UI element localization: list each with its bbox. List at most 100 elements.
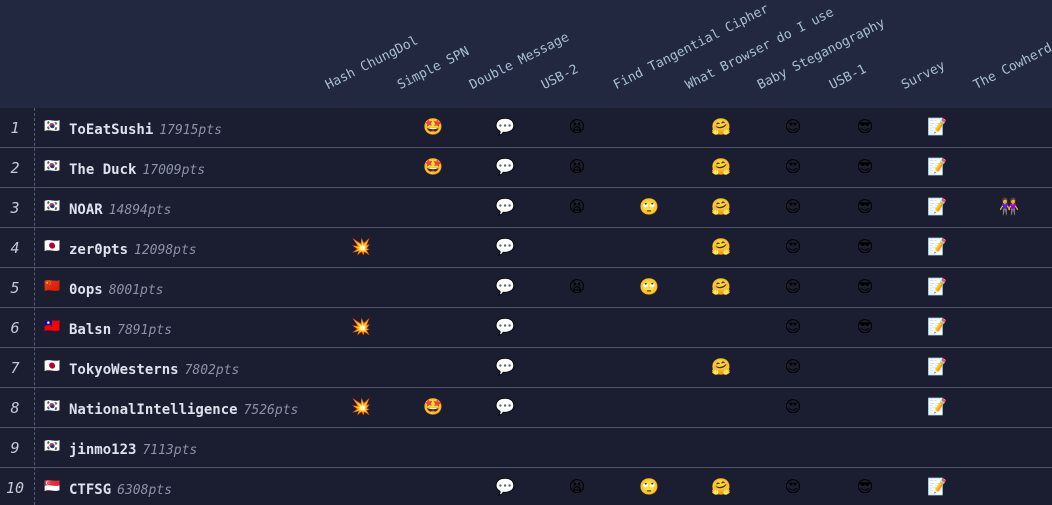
team-row: 1 🇰🇷 ToEatSushi 17915pts 🤩 💬 😫 🤗 😍 😎 📝 bbox=[0, 108, 1052, 148]
solve-icon: 🤗 bbox=[711, 477, 731, 496]
solve-icon: 📝 bbox=[927, 397, 947, 416]
points: 6308pts bbox=[117, 483, 172, 498]
team-name[interactable]: 0ops bbox=[69, 282, 103, 298]
column-label: USB-1 bbox=[827, 61, 869, 93]
points: 17009pts bbox=[142, 163, 206, 178]
solve-icon: 📝 bbox=[927, 117, 947, 136]
team-row: 7 🇯🇵 TokyoWesterns 7802pts 💬 🤗 😍 📝 bbox=[0, 348, 1052, 388]
header: Hash ChungDol Simple SPN Double Message USB… bbox=[0, 0, 1052, 108]
solve-icon: 💥 bbox=[351, 317, 371, 336]
solve-icon: 😎 bbox=[856, 117, 874, 136]
solve-icon: 😍 bbox=[784, 237, 802, 256]
team-name[interactable]: NationalIntelligence bbox=[69, 402, 238, 418]
team-name[interactable]: The Duck bbox=[69, 162, 137, 178]
solve-icon: 🤩 bbox=[423, 157, 443, 176]
solve-icon: 📝 bbox=[927, 157, 947, 176]
solve-icon: 😫 bbox=[568, 277, 586, 296]
solve-icon: 📝 bbox=[927, 477, 947, 496]
solve-icon: 📝 bbox=[927, 237, 947, 256]
team-row: 8 🇰🇷 NationalIntelligence 7526pts 💥 🤩 💬 😍 📝 bbox=[0, 388, 1052, 428]
team-name[interactable]: TokyoWesterns bbox=[69, 362, 179, 378]
solve-icon: 😍 bbox=[784, 157, 802, 176]
solve-icon: 💬 bbox=[495, 477, 515, 496]
rank: 1 bbox=[10, 119, 20, 137]
solve-icon: 💬 bbox=[495, 197, 515, 216]
team-row: 6 🇹🇼 Balsn 7891pts 💥 💬 😍 😎 📝 bbox=[0, 308, 1052, 348]
solve-icon: 💥 bbox=[351, 237, 371, 256]
points: 17915pts bbox=[159, 123, 222, 138]
solve-icon: 😍 bbox=[784, 357, 802, 376]
solve-icon: 🙄 bbox=[639, 477, 659, 496]
solve-icon: 💬 bbox=[495, 397, 515, 416]
solve-icon: 👭 bbox=[999, 197, 1019, 216]
solve-icon: 😍 bbox=[784, 477, 802, 496]
rank: 3 bbox=[10, 199, 20, 217]
divider bbox=[34, 108, 35, 505]
solve-icon: 🤩 bbox=[423, 117, 443, 136]
solve-icon: 🤗 bbox=[711, 237, 731, 256]
team: NOAR 14894pts bbox=[69, 199, 171, 218]
points: 7802pts bbox=[184, 363, 240, 378]
team: ToEatSushi 17915pts bbox=[69, 119, 222, 138]
solve-icon: 😎 bbox=[856, 197, 874, 216]
team-name[interactable]: zer0pts bbox=[69, 242, 129, 258]
team-row: 10 🇸🇬 CTFSG 6308pts 💬 😫 🙄 🤗 😍 😎 📝 bbox=[0, 468, 1052, 505]
solve-icon: 😫 bbox=[568, 477, 586, 496]
solve-icon: 😫 bbox=[568, 117, 586, 136]
solve-icon: 😍 bbox=[784, 197, 802, 216]
points: 7891pts bbox=[117, 323, 172, 338]
solve-icon: 😎 bbox=[856, 157, 874, 176]
points: 7526pts bbox=[243, 403, 299, 418]
solve-icon: 😍 bbox=[784, 277, 802, 296]
team: zer0pts 12098pts bbox=[69, 239, 197, 258]
rank: 10 bbox=[5, 479, 25, 497]
column-label: Survey bbox=[899, 58, 948, 93]
points: 7113pts bbox=[142, 443, 198, 458]
team: CTFSG 6308pts bbox=[69, 479, 172, 498]
team-row: 9 🇰🇷 jinmo123 7113pts bbox=[0, 428, 1052, 468]
solve-icon: 😫 bbox=[568, 157, 586, 176]
column-label: Baby Steganography bbox=[755, 15, 888, 93]
solve-icon: 🙄 bbox=[639, 277, 659, 296]
points: 12098pts bbox=[134, 243, 197, 258]
flag: 🇰🇷 bbox=[44, 159, 61, 174]
solve-icon: 📝 bbox=[927, 277, 947, 296]
team-row: 4 🇯🇵 zer0pts 12098pts 💥 💬 🤗 😍 😎 📝 bbox=[0, 228, 1052, 268]
solve-icon: 💬 bbox=[495, 237, 515, 256]
solve-icon: 😎 bbox=[856, 277, 874, 296]
team: The Duck 17009pts bbox=[69, 159, 205, 178]
team-row: 5 🇨🇳 0ops 8001pts 💬 😫 🙄 🤗 😍 😎 📝 bbox=[0, 268, 1052, 308]
solve-icon: 😎 bbox=[856, 477, 874, 496]
flag: 🇹🇼 bbox=[44, 319, 61, 334]
solve-icon: 📝 bbox=[927, 357, 947, 376]
solve-icon: 💥 bbox=[351, 397, 371, 416]
solve-icon: 😍 bbox=[784, 117, 802, 136]
team: Balsn 7891pts bbox=[69, 319, 172, 338]
team-name[interactable]: jinmo123 bbox=[69, 442, 137, 458]
points: 14894pts bbox=[108, 203, 172, 218]
flag: 🇰🇷 bbox=[44, 119, 61, 134]
team-row: 3 🇰🇷 NOAR 14894pts 💬 😫 🙄 🤗 😍 😎 📝 👭 bbox=[0, 188, 1052, 228]
flag: 🇯🇵 bbox=[44, 359, 61, 374]
solve-icon: 🤗 bbox=[711, 197, 731, 216]
solve-icon: 😍 bbox=[784, 317, 802, 336]
solve-icon: 💬 bbox=[495, 357, 515, 376]
rank: 5 bbox=[10, 279, 20, 297]
rank: 9 bbox=[10, 439, 20, 457]
flag: 🇯🇵 bbox=[44, 239, 61, 254]
team-name[interactable]: NOAR bbox=[69, 202, 103, 218]
solve-icon: 📝 bbox=[927, 197, 947, 216]
solve-icon: 😎 bbox=[856, 317, 874, 336]
team-name[interactable]: Balsn bbox=[69, 322, 112, 338]
team: TokyoWesterns 7802pts bbox=[69, 359, 239, 378]
rank: 7 bbox=[10, 359, 20, 377]
team-name[interactable]: ToEatSushi bbox=[69, 122, 154, 138]
solve-icon: 🤗 bbox=[711, 117, 731, 136]
solve-icon: 💬 bbox=[495, 277, 515, 296]
team-name[interactable]: CTFSG bbox=[69, 482, 112, 498]
solve-icon: 🤗 bbox=[711, 357, 731, 376]
flag: 🇰🇷 bbox=[44, 199, 61, 214]
column-label: USB-2 bbox=[539, 61, 581, 93]
team: 0ops 8001pts bbox=[69, 279, 164, 298]
